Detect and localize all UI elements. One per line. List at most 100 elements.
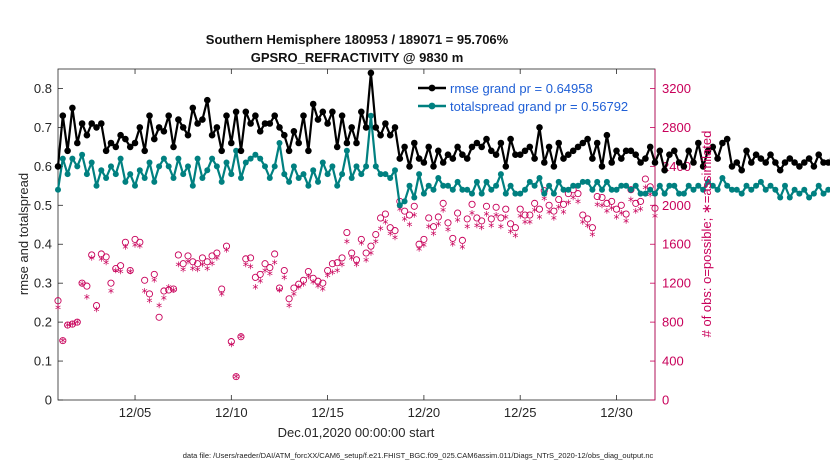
totalspread-point [825, 186, 830, 193]
rmse-point [338, 112, 346, 119]
obs-assimilated-point: * [286, 301, 292, 315]
obs-assimilated-point: * [272, 258, 278, 272]
obs-possible-point [545, 201, 553, 209]
totalspread-point [132, 182, 138, 189]
rmse-point [690, 159, 697, 166]
obs-possible-point [256, 270, 264, 278]
rmse-point [579, 139, 587, 147]
totalspread-point [300, 171, 307, 178]
rmse-point [252, 112, 259, 119]
totalspread-point [469, 190, 475, 197]
obs-possible-point [612, 205, 621, 213]
obs-possible-point [458, 236, 466, 244]
rmse-point [608, 159, 615, 166]
obs-possible-point [429, 223, 438, 231]
rmse-point [762, 159, 769, 166]
totalspread-point [358, 171, 365, 178]
rmse-point [810, 163, 818, 170]
obs-assimilated-point: * [541, 193, 547, 207]
obs-assimilated-point: * [623, 216, 629, 230]
totalspread-point [108, 163, 114, 170]
totalspread-point [656, 182, 663, 189]
obs-assimilated-point: * [589, 229, 595, 243]
totalspread-point [522, 186, 528, 193]
totalspread-point [213, 163, 220, 170]
totalspread-point [801, 186, 808, 193]
rmse-point [593, 139, 601, 147]
totalspread-point [464, 186, 471, 193]
obs-possible-point [584, 215, 592, 223]
obs-assimilated-point: * [382, 217, 388, 231]
rmse-point [728, 163, 736, 170]
rmse-point [536, 124, 543, 131]
rmse-point [825, 159, 830, 166]
totalspread-point [589, 186, 596, 193]
obs-possible-point [651, 204, 659, 212]
y-right-tick-label: 3200 [662, 81, 691, 96]
totalspread-point [618, 182, 625, 189]
rmse-point [531, 155, 538, 162]
totalspread-point [762, 186, 769, 193]
obs-assimilated-point: * [488, 221, 494, 235]
totalspread-point [262, 163, 268, 170]
totalspread-point [584, 178, 591, 185]
totalspread-point [416, 171, 423, 178]
obs-possible-point [487, 215, 495, 223]
rmse-point [512, 151, 519, 158]
legend-rmse-marker [428, 84, 436, 92]
obs-possible-point [449, 234, 457, 242]
obs-possible-point [194, 260, 202, 268]
rmse-point [801, 159, 808, 166]
obs-possible-point [559, 200, 568, 208]
totalspread-point [478, 190, 485, 197]
obs-assimilated-point: * [329, 267, 335, 281]
obs-assimilated-point: * [416, 244, 422, 258]
obs-possible-point [627, 186, 635, 194]
totalspread-point [160, 155, 167, 162]
obs-assimilated-point: * [363, 255, 369, 269]
rmse-point [545, 143, 553, 151]
rmse-point [199, 116, 206, 123]
totalspread-point [238, 175, 244, 181]
obs-assimilated-point: * [551, 213, 557, 227]
obs-assimilated-point: * [455, 215, 461, 229]
totalspread-point [483, 178, 490, 185]
totalspread-point [175, 155, 182, 162]
totalspread-point [536, 175, 543, 181]
obs-assimilated-point: * [493, 210, 499, 224]
obs-assimilated-point: * [252, 282, 258, 296]
totalspread-point [64, 171, 71, 178]
obs-assimilated-point: * [618, 208, 624, 222]
rmse-point [569, 147, 577, 155]
obs-possible-point [184, 252, 192, 260]
totalspread-point [377, 171, 384, 178]
totalspread-point [93, 182, 100, 189]
rmse-point [574, 143, 582, 151]
x-axis-label: Dec.01,2020 00:00:00 start [278, 425, 435, 440]
totalspread-point [59, 155, 66, 162]
obs-possible-point [314, 277, 322, 285]
totalspread-point [820, 190, 827, 197]
x-tick-label: 12/15 [311, 405, 344, 420]
totalspread-point [613, 186, 620, 193]
obs-possible-point [83, 282, 91, 290]
totalspread-point [286, 178, 293, 185]
totalspread-point [748, 186, 755, 193]
obs-possible-point [261, 260, 269, 268]
obs-assimilated-point: * [262, 265, 268, 279]
x-tick-label: 12/20 [408, 405, 441, 420]
totalspread-point [165, 163, 172, 170]
obs-possible-point [478, 217, 486, 225]
rmse-point [666, 151, 673, 158]
rmse-point [232, 108, 240, 116]
totalspread-point [517, 190, 524, 197]
obs-assimilated-point: * [633, 206, 639, 220]
totalspread-point [290, 163, 297, 170]
obs-assimilated-point: * [556, 202, 562, 216]
obs-assimilated-point: * [243, 260, 249, 274]
obs-assimilated-point: * [503, 212, 509, 226]
obs-assimilated-point: * [224, 245, 230, 259]
obs-assimilated-point: * [354, 260, 360, 274]
rmse-point [642, 155, 649, 162]
obs-possible-point [150, 270, 158, 278]
